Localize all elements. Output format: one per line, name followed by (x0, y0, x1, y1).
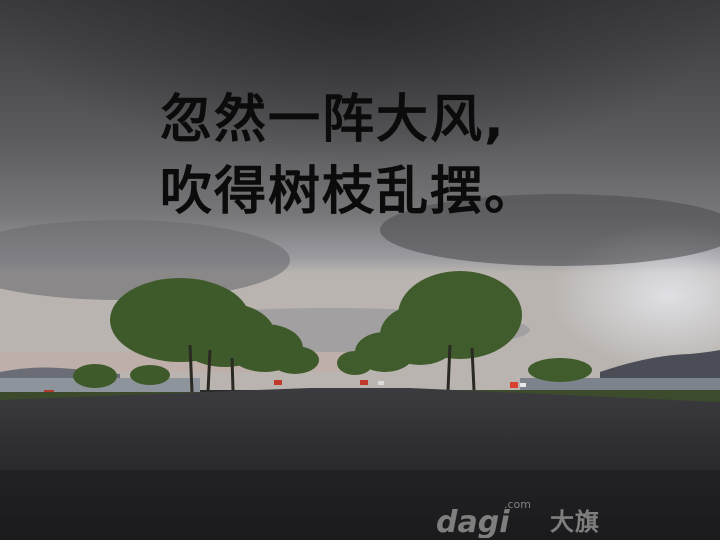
watermark-brand: 大旗 (550, 508, 600, 536)
caption-line-1: 忽然一阵大风, (160, 90, 506, 150)
right-trunks (446, 344, 476, 391)
cloud (380, 194, 720, 266)
caption: 忽然一阵大风, 吹得树枝乱摆。 (160, 84, 538, 228)
distant-hills-right (600, 350, 720, 380)
watermark-logo-text: dagi (436, 505, 510, 538)
left-trees (73, 278, 319, 388)
watermark-domain: .com (504, 498, 531, 511)
right-trees (337, 271, 592, 382)
watermark-logo: .com dagi (436, 498, 531, 540)
caption-line-2: 吹得树枝乱摆。 (160, 162, 539, 222)
cloud (0, 220, 290, 300)
road-shade (0, 470, 720, 540)
watermark: .com dagi 大旗 (432, 494, 652, 540)
left-trunks (188, 344, 235, 393)
road (0, 388, 720, 540)
